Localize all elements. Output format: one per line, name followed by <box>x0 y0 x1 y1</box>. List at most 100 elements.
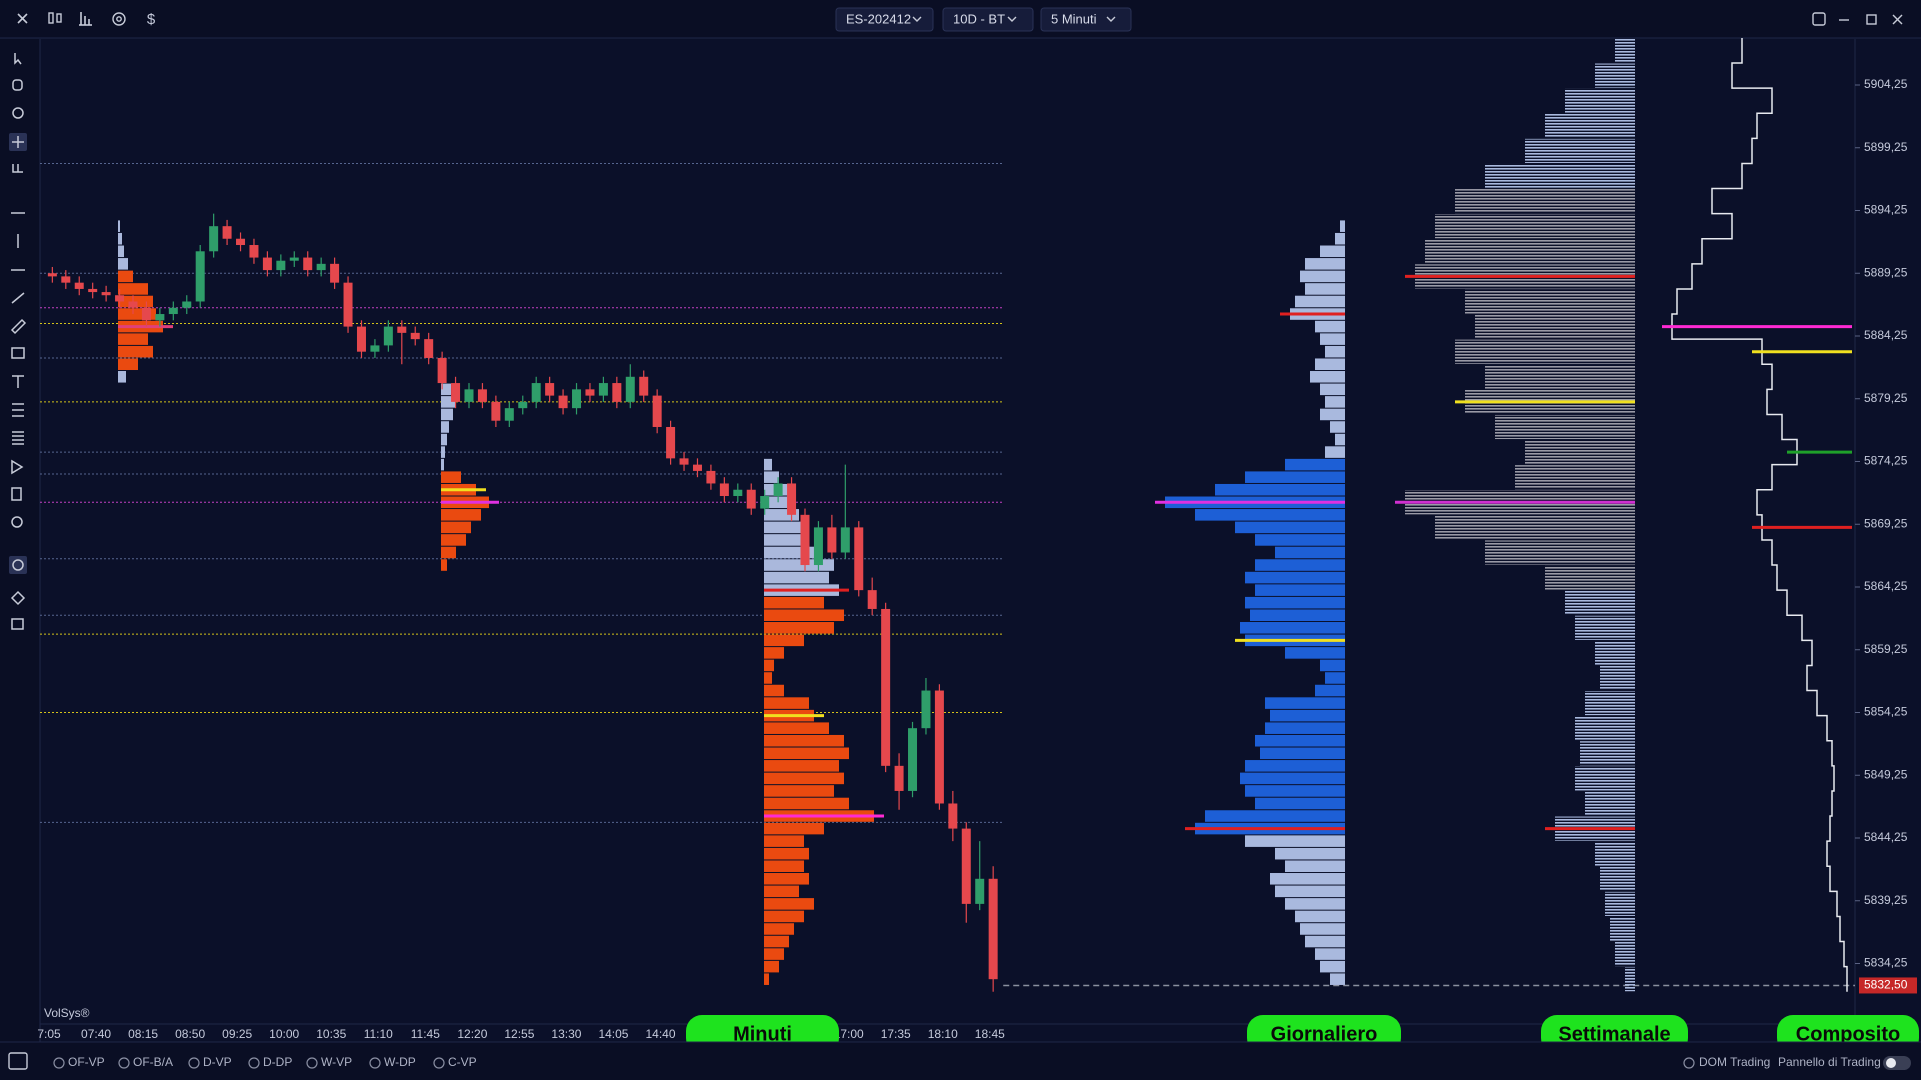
profile-bar <box>1435 515 1635 540</box>
levels-tool[interactable] <box>12 431 24 445</box>
stats-tool[interactable] <box>11 516 23 528</box>
profile-bar <box>441 534 466 546</box>
symbol-dropdown[interactable] <box>835 7 934 32</box>
close-icon[interactable] <box>17 13 28 24</box>
candle-body <box>262 257 272 271</box>
indicator-icon[interactable] <box>79 12 92 26</box>
profile-bar <box>764 546 819 559</box>
bottom-bar <box>0 1042 1921 1080</box>
radio[interactable] <box>433 1057 445 1069</box>
layers-tool[interactable] <box>11 618 24 630</box>
candle-body <box>47 273 57 277</box>
profile-bar <box>1585 791 1635 816</box>
range-dropdown[interactable] <box>942 7 1034 32</box>
zoom-tool[interactable] <box>12 107 24 119</box>
candle-body <box>894 765 904 791</box>
profile-bar <box>764 684 784 697</box>
magnet-tool[interactable] <box>12 164 23 173</box>
chart-type-icon[interactable] <box>48 12 62 24</box>
profile-bar <box>1545 565 1635 590</box>
candle-body <box>719 483 729 497</box>
timeframe-dropdown[interactable] <box>1040 7 1132 32</box>
profile-bar <box>1245 785 1345 797</box>
panel-label: Settimanale <box>1558 1023 1670 1045</box>
profile-bar <box>1265 697 1345 709</box>
panel-toggle-icon[interactable] <box>8 1052 28 1070</box>
dom-label: DOM Trading <box>1699 1055 1770 1069</box>
price-tick-label: 5854,25 <box>1864 705 1908 719</box>
profile-bar <box>441 446 445 458</box>
candle-body <box>182 301 192 308</box>
candle-body <box>518 401 528 409</box>
candle-body <box>531 383 541 402</box>
close-window-icon[interactable] <box>1892 14 1903 25</box>
candle-body <box>370 345 380 352</box>
rect-tool[interactable] <box>11 347 25 359</box>
lock-tool[interactable] <box>9 556 27 574</box>
candle-body <box>356 326 366 352</box>
eraser-tool[interactable] <box>10 590 26 606</box>
layout-icon[interactable] <box>1812 12 1826 26</box>
price-tick-label: 5834,25 <box>1864 956 1908 970</box>
settings-icon[interactable] <box>112 12 126 26</box>
time-tick-label: 10:35 <box>316 1027 346 1041</box>
profile-bar <box>764 534 809 546</box>
volume-tool[interactable] <box>11 487 22 501</box>
candle-body <box>813 527 823 566</box>
profile-bar <box>1305 935 1345 948</box>
panel-label: Giornaliero <box>1271 1023 1378 1045</box>
candle-body <box>666 426 676 459</box>
candle-body <box>598 383 608 396</box>
radio[interactable] <box>369 1057 381 1069</box>
profile-bar <box>1205 810 1345 822</box>
profile-bar <box>764 622 834 634</box>
trendline-tool[interactable] <box>11 292 25 304</box>
radio[interactable] <box>248 1057 260 1069</box>
price-tick-label: 5899,25 <box>1864 140 1908 154</box>
maximize-icon[interactable] <box>1866 14 1877 25</box>
profile-bar <box>118 333 148 345</box>
profile-bar <box>1600 665 1635 691</box>
profile-bar <box>764 521 804 534</box>
profile-bar <box>1305 258 1345 270</box>
text-tool[interactable] <box>12 375 24 388</box>
currency-icon[interactable]: $ <box>147 11 156 28</box>
profile-bar <box>1330 973 1345 985</box>
profile-bar <box>1255 734 1345 747</box>
profile-bar <box>1300 270 1345 283</box>
cursor-tool[interactable] <box>14 53 22 65</box>
profile-bar <box>118 308 156 320</box>
profile-bar <box>764 822 824 835</box>
candle-body <box>141 307 151 321</box>
ruler-tool[interactable] <box>10 318 27 335</box>
radio[interactable] <box>118 1057 130 1069</box>
profile-bar <box>1320 659 1345 672</box>
range-label: 10D - BT <box>953 11 1005 26</box>
radio[interactable] <box>53 1057 65 1069</box>
radio[interactable] <box>1683 1057 1695 1069</box>
profile-bar <box>1595 640 1635 665</box>
candle-body <box>155 314 165 321</box>
fib-tool[interactable] <box>12 403 24 417</box>
pan-tool[interactable] <box>12 79 23 91</box>
candle-body <box>464 389 474 402</box>
profile-bar <box>1610 916 1635 942</box>
profile-bar <box>1255 584 1345 596</box>
crosshair-tool[interactable] <box>9 133 27 151</box>
time-tick-label: 17:35 <box>881 1027 911 1041</box>
profile-bar <box>1575 615 1635 640</box>
profile-bar <box>1305 283 1345 295</box>
candle-body <box>625 376 635 402</box>
arrow-tool[interactable] <box>11 459 24 475</box>
profile-bar <box>764 797 849 810</box>
radio[interactable] <box>306 1057 318 1069</box>
profile-bar <box>1315 684 1345 697</box>
profile-bar <box>1260 747 1345 760</box>
profile-bar <box>764 772 844 785</box>
radio[interactable] <box>188 1057 200 1069</box>
profile-bar <box>1245 596 1345 609</box>
candle-body <box>639 376 649 396</box>
profile-bar <box>1195 509 1345 521</box>
